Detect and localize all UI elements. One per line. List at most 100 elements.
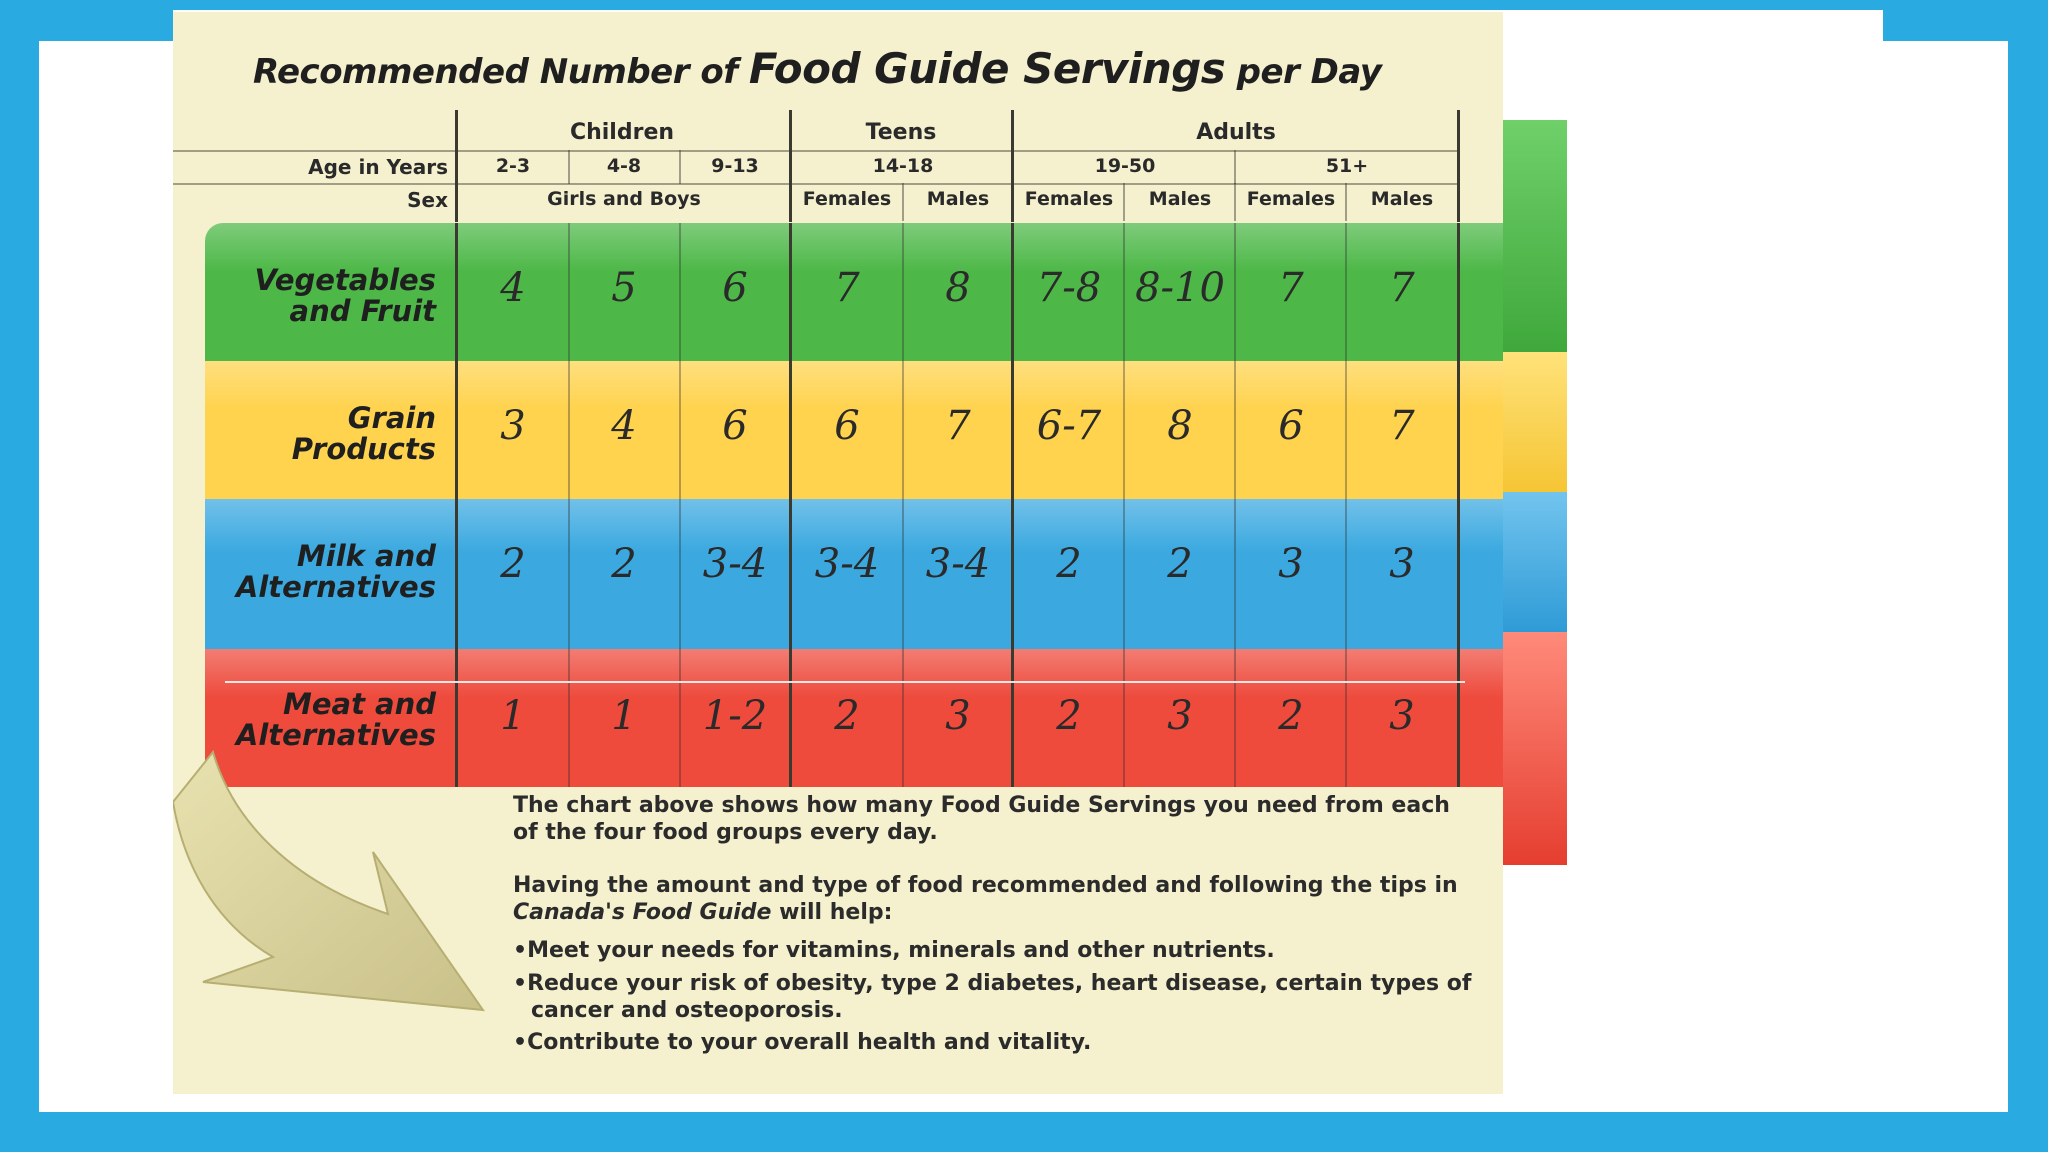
header-group-children: Children xyxy=(569,120,675,145)
cell-separator xyxy=(1123,361,1125,499)
sex-teen-females: Females xyxy=(802,188,892,210)
row-vegetables-and-fruit xyxy=(205,223,1503,361)
header-vline-sex-4 xyxy=(1345,183,1347,221)
poster-title: Recommended Number of Food Guide Serving… xyxy=(253,44,1483,93)
age-51-plus: 51+ xyxy=(1325,155,1369,177)
row-label-meat-and-alternatives: Meat and Alternatives xyxy=(235,687,436,752)
header-vline-sex-3 xyxy=(1234,183,1236,221)
header-vline-age-1 xyxy=(568,150,570,184)
serving-cell: 6 xyxy=(722,403,748,449)
cell-separator xyxy=(568,361,570,499)
green-tab xyxy=(1497,120,1567,352)
title-part-3: per Day xyxy=(1236,52,1382,92)
serving-cell: 2 xyxy=(834,693,860,739)
cell-separator xyxy=(1234,361,1236,499)
sex-adult-males-51: Males xyxy=(1370,188,1434,210)
info-paragraph-2-end: will help: xyxy=(779,900,893,925)
cell-separator xyxy=(568,649,570,787)
info-paragraph-2: Having the amount and type of food recom… xyxy=(513,872,1473,926)
serving-cell: 7 xyxy=(1389,265,1415,311)
serving-cell: 5 xyxy=(611,265,637,311)
cell-separator xyxy=(679,649,681,787)
serving-cell: 1 xyxy=(611,693,637,739)
row-meat-and-alternatives xyxy=(205,649,1503,787)
blue-tab xyxy=(1497,492,1567,632)
serving-cell: 8 xyxy=(945,265,971,311)
serving-cell: 2 xyxy=(500,541,526,587)
header-divider-1 xyxy=(173,150,1458,152)
yellow-tab xyxy=(1497,352,1567,492)
serving-cell: 6 xyxy=(834,403,860,449)
color-tabs xyxy=(1497,120,1567,865)
cell-separator xyxy=(902,649,904,787)
info-bullet-2: Reduce your risk of obesity, type 2 diab… xyxy=(513,970,1491,1024)
serving-cell: 3 xyxy=(1389,541,1415,587)
serving-cell: 7 xyxy=(834,265,860,311)
serving-cell: 6 xyxy=(722,265,748,311)
row-label-milk-and-alternatives: Milk and Alternatives xyxy=(235,539,436,604)
serving-cell: 7-8 xyxy=(1036,265,1102,311)
header-group-teens: Teens xyxy=(865,120,937,145)
serving-cell: 1-2 xyxy=(702,693,768,739)
group-divider xyxy=(1457,223,1460,787)
header-vline-age-3 xyxy=(1234,150,1236,184)
serving-cell: 1 xyxy=(500,693,526,739)
serving-cell: 3 xyxy=(1389,693,1415,739)
header-vline-sex-2 xyxy=(1123,183,1125,221)
cell-separator xyxy=(902,361,904,499)
cell-separator xyxy=(1123,223,1125,361)
arrow-graphic xyxy=(173,749,486,1012)
serving-cell: 2 xyxy=(1056,541,1082,587)
row-milk-and-alternatives xyxy=(205,499,1503,649)
header-vline-age-2 xyxy=(679,150,681,184)
sex-teen-males: Males xyxy=(926,188,990,210)
cell-separator xyxy=(679,223,681,361)
serving-cell: 3-4 xyxy=(925,541,991,587)
cell-separator xyxy=(1234,223,1236,361)
serving-cell: 8 xyxy=(1167,403,1193,449)
serving-cell: 7 xyxy=(1389,403,1415,449)
group-divider xyxy=(1011,223,1014,787)
serving-cell: 6-7 xyxy=(1036,403,1102,449)
cell-separator xyxy=(1234,649,1236,787)
info-paragraph-1: The chart above shows how many Food Guid… xyxy=(513,793,1450,845)
food-guide-poster: Recommended Number of Food Guide Serving… xyxy=(173,12,1503,1094)
guide-name: Canada's Food Guide xyxy=(513,900,772,925)
info-paragraph-2-text: Having the amount and type of food recom… xyxy=(513,873,1458,898)
group-divider xyxy=(789,223,792,787)
cell-separator xyxy=(568,223,570,361)
serving-cell: 2 xyxy=(611,541,637,587)
serving-cell: 3 xyxy=(1167,693,1193,739)
age-19-50: 19-50 xyxy=(1094,155,1156,177)
age-9-13: 9-13 xyxy=(711,155,759,177)
header-vline-sex-1 xyxy=(902,183,904,221)
sex-row-label: Sex xyxy=(407,188,448,212)
cell-separator xyxy=(1345,361,1347,499)
cell-separator xyxy=(1345,499,1347,649)
cell-separator xyxy=(902,223,904,361)
serving-cell: 2 xyxy=(1056,693,1082,739)
age-4-8: 4-8 xyxy=(606,155,642,177)
serving-cell: 7 xyxy=(945,403,971,449)
age-row-label: Age in Years xyxy=(308,155,448,179)
cell-separator xyxy=(568,499,570,649)
serving-cell: 4 xyxy=(611,403,637,449)
info-bullet-3: Contribute to your overall health and vi… xyxy=(513,1029,1491,1056)
cell-separator xyxy=(1345,649,1347,787)
cell-separator xyxy=(1234,499,1236,649)
header-divider-2 xyxy=(173,183,1458,185)
sex-adult-females-51: Females xyxy=(1246,188,1336,210)
serving-cell: 3 xyxy=(945,693,971,739)
serving-cell: 7 xyxy=(1278,265,1304,311)
red-band-highlight-line xyxy=(225,681,1465,683)
cell-separator xyxy=(1123,649,1125,787)
serving-cell: 2 xyxy=(1278,693,1304,739)
red-tab xyxy=(1497,632,1567,865)
cell-separator xyxy=(902,499,904,649)
serving-cell: 3 xyxy=(1278,541,1304,587)
serving-cell: 3-4 xyxy=(814,541,880,587)
sex-girls-and-boys: Girls and Boys xyxy=(547,188,701,210)
header-vline-teens xyxy=(789,110,792,222)
age-14-18: 14-18 xyxy=(872,155,934,177)
row-grain-products xyxy=(205,361,1503,499)
